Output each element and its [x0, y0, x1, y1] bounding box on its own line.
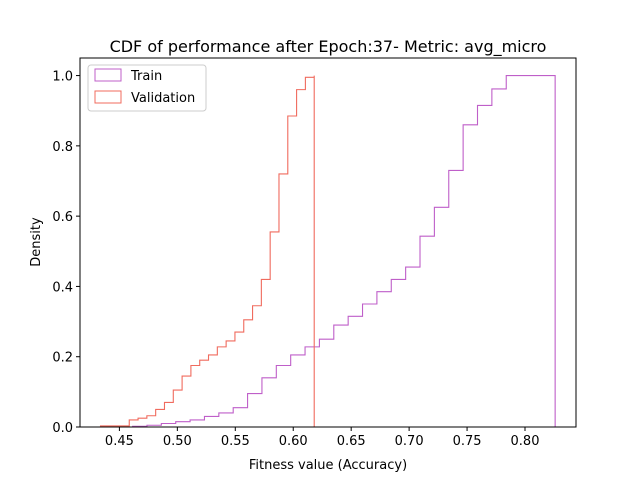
legend-swatch-validation [94, 90, 122, 104]
legend: Train Validation [87, 64, 207, 112]
x-axis: 0.45 0.50 0.55 0.60 0.65 0.70 0.75 0.80 [105, 427, 540, 449]
legend-box [87, 64, 207, 112]
x-tick-label: 0.75 [453, 434, 482, 449]
series-line-validation [99, 75, 315, 427]
x-tick-label: 0.70 [395, 434, 424, 449]
x-tick-label: 0.45 [105, 434, 134, 449]
series-line-train [118, 75, 556, 428]
x-tick-label: 0.55 [221, 434, 250, 449]
y-tick-label: 0.0 [52, 421, 73, 436]
x-tick-label: 0.50 [163, 434, 192, 449]
y-tick-label: 0.4 [52, 280, 73, 295]
y-tick-label: 0.2 [52, 351, 73, 366]
y-axis: 0.0 0.2 0.4 0.6 0.8 1.0 [52, 70, 80, 436]
y-axis-label: Density [29, 217, 44, 267]
x-axis-label: Fitness value (Accuracy) [249, 458, 407, 473]
x-tick-label: 0.65 [337, 434, 366, 449]
x-tick-label: 0.80 [511, 434, 540, 449]
plot-frame [79, 57, 577, 428]
legend-label-validation: Validation [131, 91, 195, 106]
y-tick-label: 0.6 [52, 210, 73, 225]
chart-title: CDF of performance after Epoch:37- Metri… [110, 37, 547, 57]
legend-label-train: Train [130, 69, 162, 84]
y-tick-label: 0.8 [52, 140, 73, 155]
legend-swatch-train [94, 68, 122, 82]
x-tick-label: 0.60 [279, 434, 308, 449]
plot-area [99, 75, 556, 428]
y-tick-label: 1.0 [52, 70, 73, 85]
